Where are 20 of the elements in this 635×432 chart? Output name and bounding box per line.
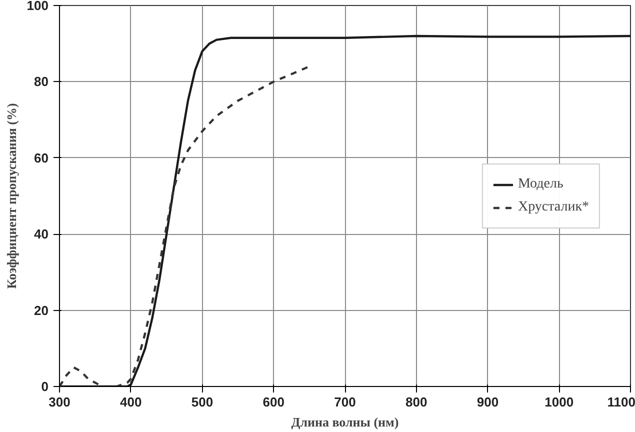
x-tick-label: 500 xyxy=(191,394,214,410)
x-tick-label: 1000 xyxy=(544,394,574,410)
x-tick-label: 800 xyxy=(406,394,428,410)
x-axis-title: Длина волны (нм) xyxy=(291,414,399,430)
y-tick-label: 0 xyxy=(41,379,49,394)
line-series xyxy=(60,65,310,386)
legend-label: Модель xyxy=(518,176,564,192)
y-tick-label: 20 xyxy=(34,302,49,318)
x-tick-label: 600 xyxy=(262,394,284,410)
x-tick-label: 400 xyxy=(120,394,142,410)
x-tick-label: 1100 xyxy=(607,394,635,410)
legend-label: Хрусталик* xyxy=(518,199,589,215)
y-tick-label: 100 xyxy=(26,0,49,13)
x-tick-label: 900 xyxy=(476,394,499,410)
y-tick-label: 80 xyxy=(34,74,49,90)
y-axis-title: Коэффициент пропускания (%) xyxy=(4,103,19,289)
x-tick-label: 700 xyxy=(334,394,356,410)
x-tick-label: 300 xyxy=(48,394,70,410)
y-tick-label: 60 xyxy=(34,150,49,166)
y-tick-label: 40 xyxy=(34,226,49,242)
